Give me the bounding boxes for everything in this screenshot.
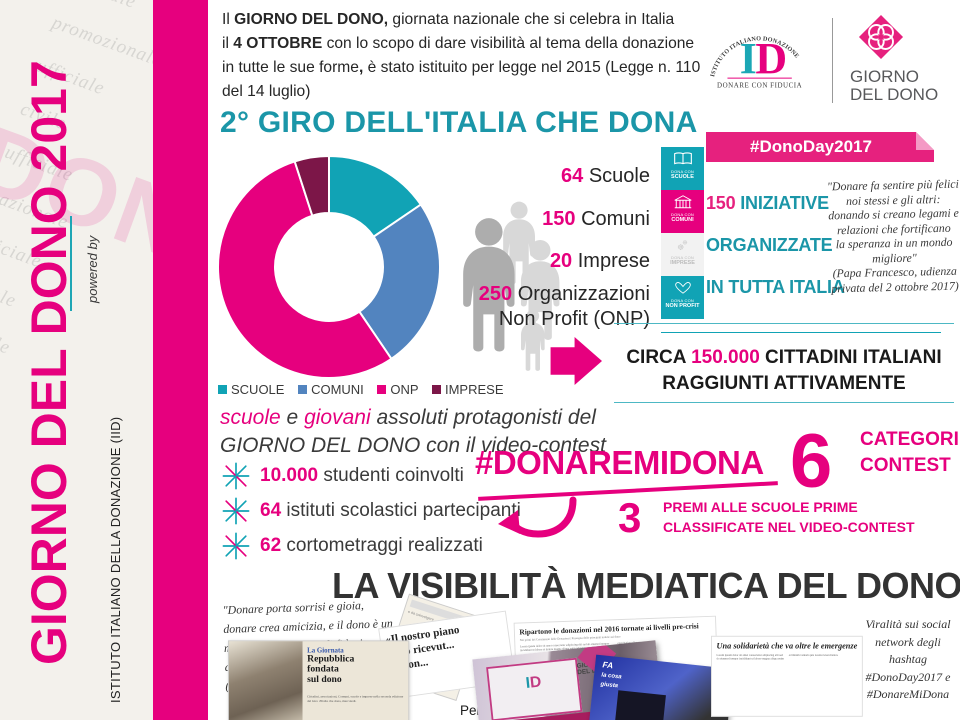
svg-text:D: D [755, 34, 787, 83]
svg-text:DONARE CON FIDUCIA: DONARE CON FIDUCIA [717, 81, 802, 89]
svg-text:I: I [740, 34, 757, 83]
